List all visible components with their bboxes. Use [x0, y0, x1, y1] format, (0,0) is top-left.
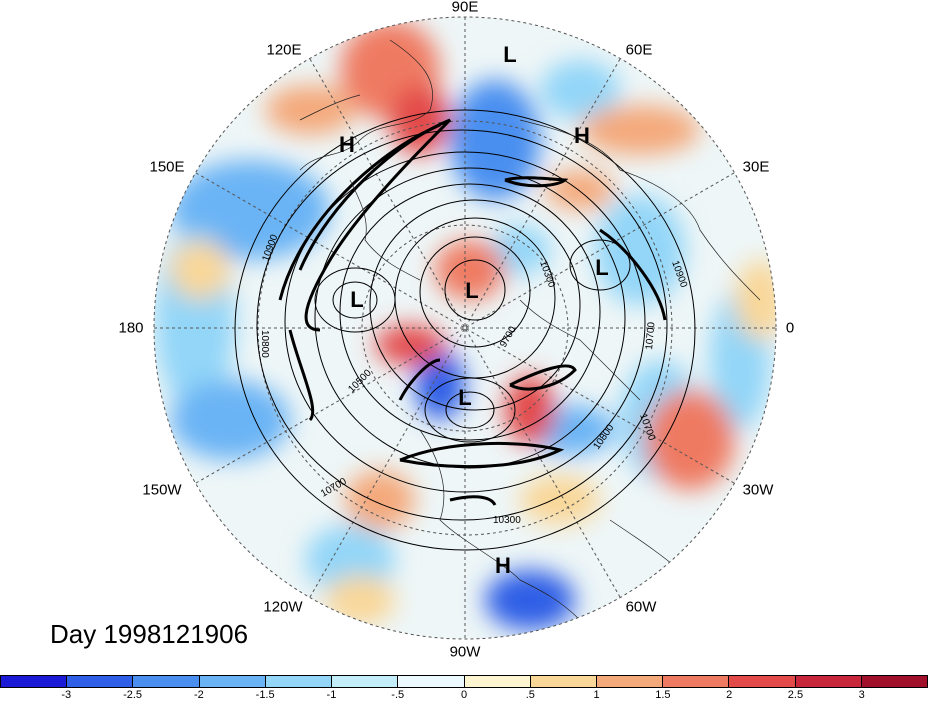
colorbar-segment: [332, 676, 399, 687]
contour-label: 10700: [644, 321, 657, 350]
longitude-label: 120E: [266, 41, 302, 59]
longitude-label: 90W: [449, 643, 481, 661]
colorbar-tick-label: .5: [525, 689, 535, 701]
colorbar-segment: [67, 676, 134, 687]
longitude-label: 30W: [742, 481, 774, 499]
colorbar-tick-label: 0: [460, 689, 468, 701]
longitude-label: 180: [118, 319, 144, 337]
contour-label: 10300: [493, 515, 521, 526]
colorbar-tick-label: -2: [193, 689, 204, 701]
colorbar-segment: [729, 676, 796, 687]
colorbar-segment: [133, 676, 200, 687]
colorbar-tick-label: 3: [858, 689, 865, 701]
longitude-label: 120W: [263, 598, 303, 616]
colorbar-segment: [398, 676, 465, 687]
colorbar-segment: [265, 676, 333, 687]
page-title: Day 1998121906: [50, 619, 249, 649]
pressure-center-marker: H: [495, 553, 511, 578]
contour-label: 10800: [259, 330, 270, 358]
colorbar-tick-label: -3: [61, 689, 72, 701]
longitude-label: 90E: [451, 0, 479, 16]
colorbar-segment: [199, 676, 266, 687]
colorbar-tick-label: -.5: [391, 689, 405, 701]
longitude-label: 150E: [149, 158, 185, 176]
pressure-center-marker: H: [574, 123, 590, 148]
colorbar-segment: [530, 676, 597, 687]
pressure-center-marker: H: [339, 132, 355, 157]
colorbar-tick-label: 1: [593, 689, 600, 701]
pressure-centers: L H H L L L L H: [339, 42, 609, 578]
anomaly-field: [154, 17, 776, 639]
height-contours: [234, 109, 696, 551]
colorbar-tick-label: -1.5: [255, 689, 275, 701]
pressure-center-marker: L: [503, 42, 516, 67]
colorbar-tick-label: 2: [726, 689, 733, 701]
colorbar-segment: [663, 676, 730, 687]
colorbar-segment: [596, 676, 664, 687]
pressure-center-marker: L: [595, 255, 608, 280]
pressure-center-marker: L: [458, 385, 471, 410]
colorbar-segment: [1, 676, 68, 687]
longitude-label: 60W: [625, 598, 657, 616]
longitude-label: 0: [785, 319, 795, 337]
longitude-label: 150W: [142, 481, 182, 499]
colorbar-tick-label: -2.5: [123, 689, 143, 701]
colorbar-tick-label: 2.5: [787, 689, 804, 701]
colorbar-tick-label: -1: [326, 689, 337, 701]
longitude-label: 60E: [625, 41, 653, 59]
jet-contours: [278, 118, 667, 506]
colorbar-segment: [795, 676, 862, 687]
pressure-center-marker: L: [350, 287, 363, 312]
colorbar: [0, 675, 928, 688]
map-boundary: [153, 16, 777, 640]
colorbar-tick-label: 1.5: [655, 689, 671, 701]
pressure-center-marker: L: [465, 278, 478, 303]
graticule: [154, 17, 776, 639]
longitude-label: 30E: [742, 158, 770, 176]
colorbar-segment: [464, 676, 531, 687]
colorbar-segment: [861, 676, 928, 687]
